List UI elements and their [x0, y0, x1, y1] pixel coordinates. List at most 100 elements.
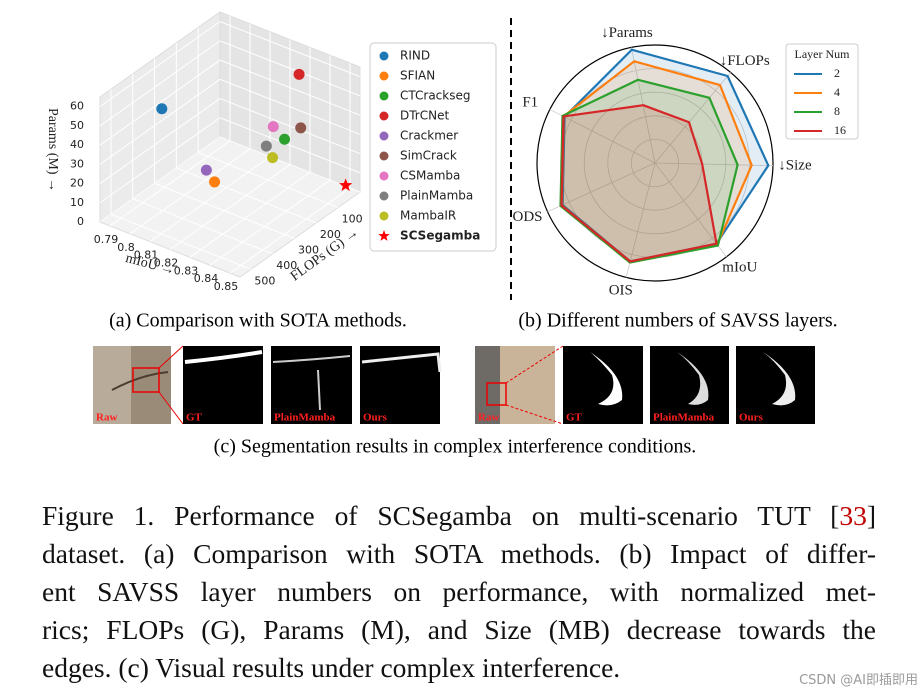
legend-label: CSMamba — [400, 169, 460, 183]
x-tick-label: 0.82 — [154, 257, 179, 270]
legend-box — [369, 42, 497, 252]
legend-marker — [379, 211, 389, 221]
legend-label: MambaIR — [400, 209, 456, 223]
pm-crack — [677, 352, 709, 405]
zoom-line — [158, 391, 184, 425]
spoke — [625, 162, 656, 278]
grid-line — [109, 140, 231, 227]
spoke — [654, 162, 773, 167]
legend-label: SCSegamba — [400, 229, 480, 243]
zoom-box — [486, 382, 507, 406]
figure-panels: 0.790.80.810.820.830.840.851002003004005… — [45, 11, 859, 458]
legend-marker — [379, 131, 389, 141]
data-point — [295, 122, 307, 134]
legend-box — [785, 43, 859, 140]
image-label: GT — [566, 412, 583, 424]
caption-text: ] — [866, 500, 876, 531]
image-label: GT — [186, 412, 203, 424]
grid-line — [209, 179, 331, 266]
image-label: Raw — [478, 412, 499, 424]
axis-label: OIS — [609, 282, 633, 298]
legend-title: Layer Num — [795, 47, 851, 61]
image-label: PlainMamba — [653, 412, 715, 424]
axis-label: ODS — [513, 209, 543, 225]
grid-line — [219, 59, 361, 116]
spoke — [654, 72, 731, 164]
grid-line — [154, 182, 295, 239]
axis-label: F1 — [522, 95, 538, 111]
legend-marker — [379, 111, 389, 121]
plainmamba-image — [650, 346, 729, 424]
x-tick-label: 0.84 — [194, 272, 219, 285]
grid-line — [149, 156, 271, 243]
panel-c: Raw GT PlainMamba Ours Raw GT PlainMamba… — [93, 345, 815, 425]
gt-crack — [184, 350, 263, 364]
panel-a: 0.790.80.810.820.830.840.851002003004005… — [45, 11, 497, 293]
caption-b: (b) Different numbers of SAVSS layers. — [518, 310, 837, 332]
x-tick-label: 0.79 — [94, 233, 119, 246]
citation[interactable]: 33 — [839, 500, 867, 531]
legend-label: PlainMamba — [400, 189, 473, 203]
z-tick-label: 60 — [70, 100, 84, 113]
data-point — [293, 68, 305, 80]
x-tick-label: 0.83 — [174, 264, 199, 277]
grid-line — [176, 167, 317, 224]
grid-line — [219, 40, 361, 97]
image-label: PlainMamba — [274, 412, 336, 424]
figure-caption: Figure 1. Performance of SCSegamba on mu… — [42, 497, 876, 687]
axis-label: ↓Params — [601, 25, 653, 41]
legend-label: DTrCNet — [400, 109, 449, 123]
grid-line — [99, 117, 221, 204]
z-tick-label: 30 — [70, 157, 84, 170]
legend-label: 2 — [834, 66, 840, 80]
zoom-box — [132, 367, 160, 393]
panel-b: ↓Params ↓FLOPs ↓Size mIoU OIS ODS F1 Layer Num 2… — [513, 25, 859, 298]
pm-crack — [272, 355, 351, 411]
y-tick-label: 500 — [254, 274, 275, 287]
caption-line: Figure 1. Performance of SCSegamba on mu… — [42, 497, 876, 535]
legend-marker — [379, 71, 389, 81]
ours-image — [736, 346, 815, 424]
grid-line — [169, 164, 291, 250]
grid-line — [129, 148, 251, 235]
watermark: CSDN @AI即插即用 — [799, 673, 918, 688]
grid-line — [99, 59, 221, 146]
data-point — [279, 133, 291, 145]
grid-circle — [583, 91, 727, 235]
legend-marker — [379, 91, 389, 101]
x-tick-label: 0.85 — [214, 280, 239, 293]
caption-a: (a) Comparison with SOTA methods. — [109, 310, 407, 332]
data-point — [209, 176, 221, 188]
legend-label: Crackmer — [400, 129, 458, 143]
zoom-line — [505, 404, 564, 425]
z-tick-label: 0 — [77, 215, 84, 228]
data-point — [200, 164, 212, 176]
caption-line: dataset. (a) Comparison with SOTA method… — [42, 538, 876, 569]
y-tick-label: 400 — [276, 259, 297, 272]
grid-line — [219, 136, 361, 193]
grid-line — [197, 151, 339, 208]
data-point — [267, 121, 279, 133]
caption-c: (c) Segmentation results in complex inte… — [214, 436, 697, 458]
ours-crack — [763, 352, 796, 406]
grid-circle — [631, 138, 680, 187]
spoke — [654, 162, 727, 258]
legend-label: SFIAN — [400, 69, 435, 83]
legend-label: 8 — [834, 104, 840, 118]
y-tick-label: 200 — [320, 228, 341, 241]
zoom-line — [505, 345, 564, 384]
grid-line — [99, 98, 221, 184]
axis-label: mIoU — [722, 259, 757, 275]
image-label: Raw — [96, 412, 117, 424]
grid-line — [219, 78, 361, 135]
x-tick-label: 0.8 — [117, 241, 135, 254]
y-tick-label: 100 — [342, 212, 363, 225]
grid-line — [99, 78, 221, 165]
legend-marker — [379, 151, 389, 161]
legend-label: 4 — [834, 85, 840, 99]
grid-line — [99, 136, 221, 223]
legend-label: 16 — [834, 123, 846, 137]
raw-shade — [93, 346, 131, 424]
grid-line — [110, 213, 252, 270]
